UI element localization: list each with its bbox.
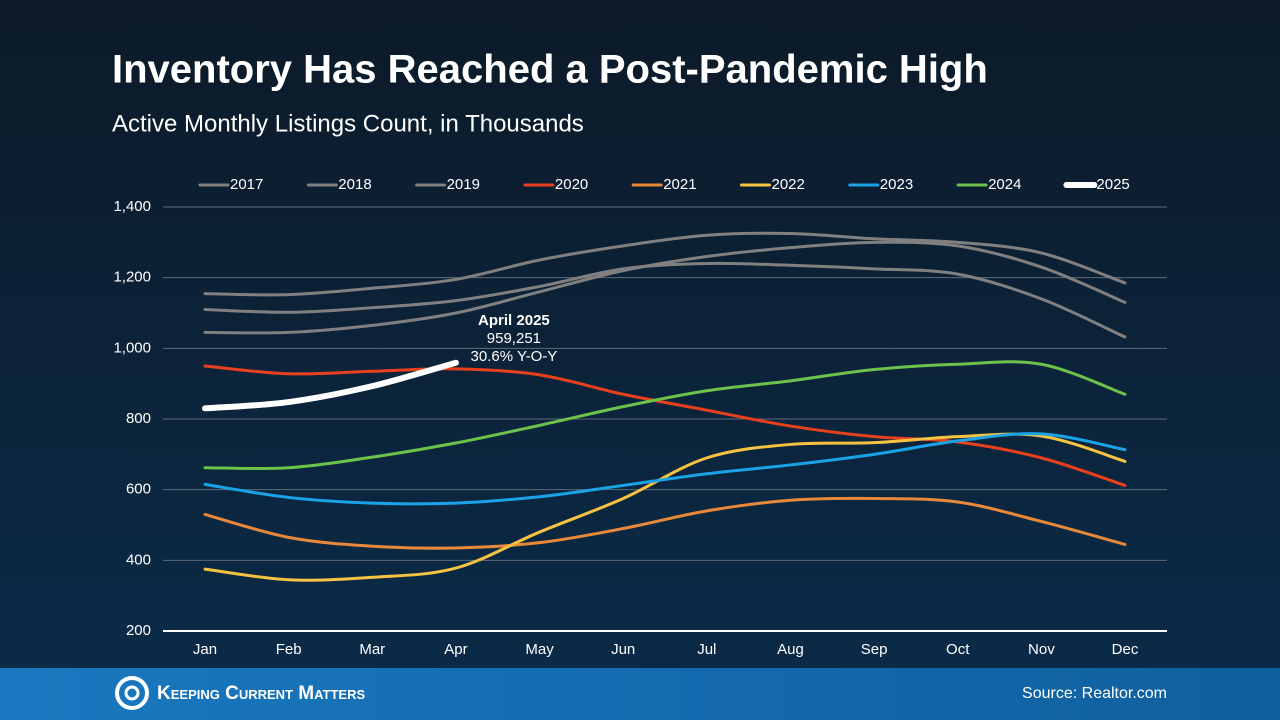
series-line bbox=[203, 360, 1127, 471]
x-tick-label: May bbox=[525, 641, 554, 658]
legend-label: 2022 bbox=[772, 176, 805, 193]
x-tick-label: Feb bbox=[276, 641, 302, 658]
brand: Keeping Current Matters bbox=[157, 683, 365, 704]
legend-label: 2018 bbox=[338, 176, 371, 193]
series-line bbox=[203, 231, 1127, 297]
x-tick-label: Aug bbox=[777, 641, 804, 658]
y-tick-label: 400 bbox=[126, 551, 151, 568]
series-line bbox=[203, 261, 1127, 339]
chart-subtitle: Active Monthly Listings Count, in Thousa… bbox=[112, 110, 584, 137]
series-line bbox=[203, 432, 1127, 506]
logo-icon-inner bbox=[124, 685, 140, 701]
x-tick-label: Dec bbox=[1112, 641, 1139, 658]
series-line bbox=[203, 496, 1127, 550]
x-tick-label: Nov bbox=[1028, 641, 1055, 658]
y-tick-label: 600 bbox=[126, 481, 151, 498]
x-tick-label: Oct bbox=[946, 641, 970, 658]
series-line bbox=[202, 359, 459, 412]
legend-label: 2021 bbox=[663, 176, 696, 193]
series-line bbox=[203, 240, 1127, 335]
footer-band bbox=[0, 668, 1280, 720]
annotation-change: 30.6% Y-O-Y bbox=[471, 348, 558, 365]
y-tick-label: 1,400 bbox=[113, 198, 151, 215]
annotation-title: April 2025 bbox=[478, 312, 550, 329]
logo-icon bbox=[115, 676, 149, 710]
legend-label: 2017 bbox=[230, 176, 263, 193]
legend-label: 2025 bbox=[1096, 176, 1129, 193]
legend-label: 2020 bbox=[555, 176, 588, 193]
data-label: 959,251 bbox=[487, 330, 541, 347]
legend-label: 2023 bbox=[880, 176, 913, 193]
source: Source: Realtor.com bbox=[1022, 685, 1167, 702]
y-tick-label: 1,000 bbox=[113, 339, 151, 356]
x-tick-label: Jan bbox=[193, 641, 217, 658]
legend-label: 2024 bbox=[988, 176, 1021, 193]
series-line bbox=[203, 364, 1127, 487]
chart-title: Inventory Has Reached a Post-Pandemic Hi… bbox=[112, 48, 988, 92]
x-tick-label: Jul bbox=[697, 641, 716, 658]
x-tick-label: Mar bbox=[359, 641, 385, 658]
legend-label: 2019 bbox=[447, 176, 480, 193]
series-line bbox=[203, 432, 1127, 582]
y-tick-label: 200 bbox=[126, 622, 151, 639]
y-tick-label: 1,200 bbox=[113, 269, 151, 286]
y-tick-label: 800 bbox=[126, 410, 151, 427]
x-tick-label: Sep bbox=[861, 641, 888, 658]
x-tick-label: Jun bbox=[611, 641, 635, 658]
x-tick-label: Apr bbox=[444, 641, 467, 658]
